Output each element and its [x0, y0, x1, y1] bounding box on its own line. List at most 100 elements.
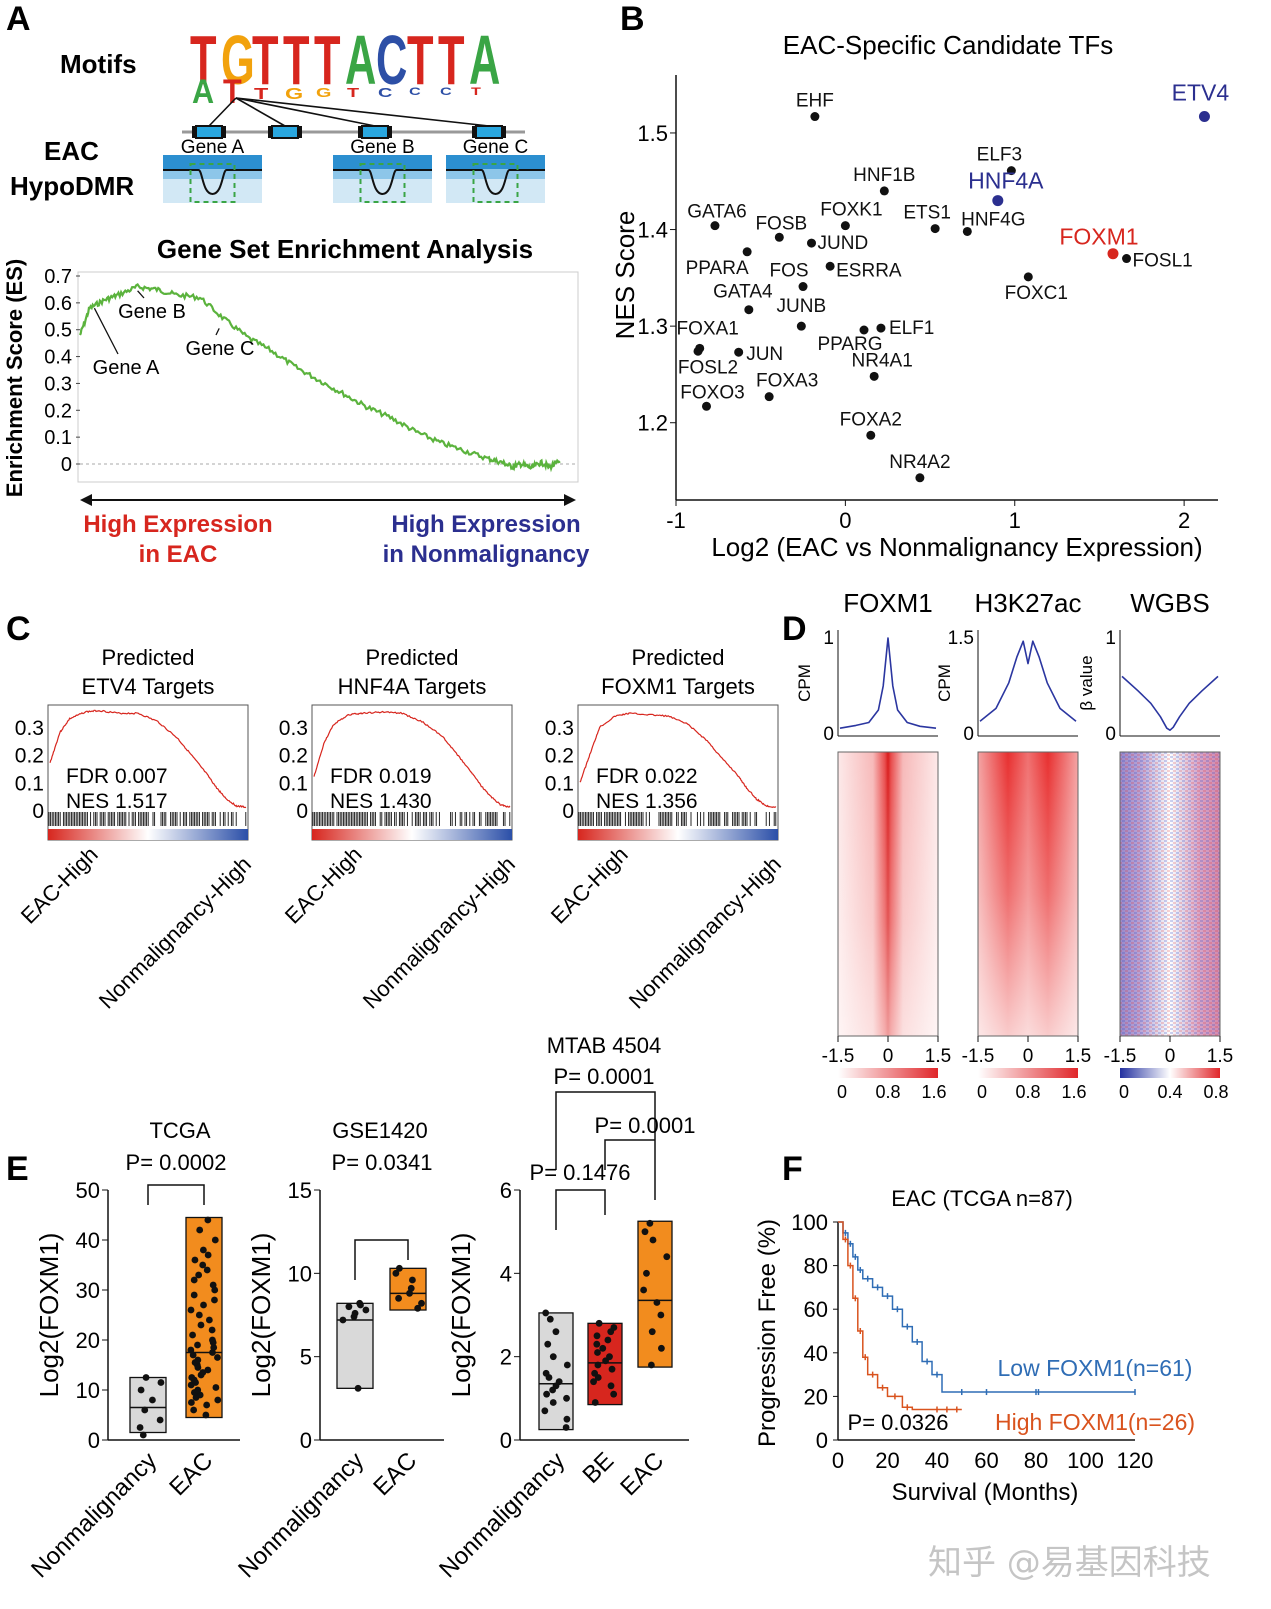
e-point: [208, 1326, 216, 1334]
e-point: [191, 1256, 199, 1264]
f-survival-curve: [838, 1221, 962, 1411]
f-xtick-label: 40: [925, 1448, 949, 1473]
high-expression-eac-label-2: in EAC: [139, 541, 218, 568]
d-scale-tick: 1.6: [1061, 1082, 1086, 1102]
d-xtick-label: 0: [1023, 1046, 1034, 1067]
e-title-tcga: TCGA: [149, 1118, 210, 1143]
scatter-ytick-label: 1.5: [637, 121, 668, 146]
e-point: [542, 1309, 550, 1317]
e-pvalue-mid: P= 0.0001: [595, 1113, 696, 1138]
e-point: [610, 1324, 618, 1331]
e-point: [204, 1251, 212, 1259]
scatter-xtick-label: 2: [1178, 508, 1190, 533]
e-point: [653, 1299, 661, 1306]
c-ytick-label: 0.3: [15, 717, 44, 740]
scatter-title: EAC-Specific Candidate TFs: [783, 30, 1113, 60]
scatter-point-foxc1: [1023, 272, 1033, 282]
e-point: [414, 1304, 422, 1312]
f-xlabel: Survival (Months): [892, 1479, 1079, 1506]
c-barcode: [48, 812, 247, 826]
c-nes-label: NES 1.517: [66, 790, 168, 813]
scatter-point-label: ETS1: [903, 203, 951, 224]
motif-letter-bottom: G: [316, 85, 331, 100]
e-ytick-label: 15: [288, 1178, 312, 1203]
d-ytick-bottom: 0: [823, 724, 834, 745]
d-heatmap-fade: [838, 752, 938, 1036]
d-profile-curve: [839, 637, 937, 729]
d-scale-tick: 0.8: [1203, 1082, 1228, 1102]
dmr-highlight-box: [472, 163, 519, 203]
dmr-track-top: [446, 155, 545, 169]
d-color-scale: [1120, 1068, 1220, 1078]
c-title-1: Predicted: [366, 645, 459, 670]
es-axis-label: Enrichment Score (ES): [2, 259, 27, 497]
e-point: [187, 1306, 195, 1314]
e-point: [189, 1331, 196, 1339]
gene-callout-label: Gene A: [93, 357, 160, 379]
panel-f: EAC (TCGA n=87) 0 20 40 60 80 100 0 20 40 60 80 100 1…: [754, 1186, 1195, 1506]
e-point: [591, 1369, 599, 1377]
gene-callout-line: [93, 307, 119, 355]
motif-letter-top: C: [376, 21, 407, 99]
es-ytick-label: 0.6: [44, 293, 72, 315]
e-point: [563, 1415, 571, 1423]
panel-letter-c: C: [6, 610, 31, 648]
d-ytick-bottom: 0: [963, 724, 974, 745]
e-point: [157, 1379, 165, 1386]
e-point: [552, 1328, 560, 1336]
f-ytick-label: 60: [804, 1297, 828, 1322]
scatter-point-label: ELF3: [977, 145, 1022, 166]
f-legend-low: Low FOXM1(n=61): [998, 1355, 1193, 1381]
c-ytick-label: 0.1: [545, 772, 574, 795]
e-point: [646, 1219, 654, 1227]
e-group-label: Nonmalignancy: [233, 1447, 369, 1583]
high-expression-nonmal-label: High Expression: [391, 511, 580, 538]
dmr-dip-curve: [333, 169, 432, 196]
gsea-title: Gene Set Enrichment Analysis: [157, 234, 533, 264]
motif-site-box: [271, 125, 299, 139]
e-point: [591, 1399, 599, 1406]
c-ytick-label: 0: [562, 800, 574, 823]
e-point: [543, 1390, 551, 1398]
d-ytick-bottom: 0: [1105, 724, 1116, 745]
motif-connector-lines: [208, 97, 490, 127]
e-point: [593, 1340, 601, 1348]
motif-site-edge: [502, 126, 506, 138]
e-ytick-label: 0: [88, 1428, 100, 1453]
motif-letter-top: A: [345, 21, 376, 99]
scatter-point-gata4: [744, 305, 754, 315]
d-xtick-label: -1.5: [822, 1046, 855, 1067]
d-xtick-label: -1.5: [1104, 1046, 1137, 1067]
dmr-dip-curve: [163, 169, 262, 196]
c-nes-label: NES 1.356: [596, 790, 698, 813]
f-ytick-label: 100: [791, 1210, 828, 1235]
e-point: [203, 1401, 211, 1409]
dmr-track-mid: [163, 169, 262, 179]
scatter-point-label: FOXA1: [677, 318, 739, 339]
scatter-point-pparg: [859, 325, 869, 335]
motif-letter-bottom: G: [285, 86, 303, 103]
e-point: [211, 1296, 218, 1304]
es-ytick-label: 0.7: [44, 266, 72, 288]
e-ytick-label: 6: [500, 1178, 512, 1203]
e-point: [203, 1266, 211, 1274]
e-bracket: [147, 1184, 205, 1205]
scatter-point-etv4: [1198, 111, 1210, 123]
c-xlabel-nonmal-high: Nonmalignancy-High: [94, 851, 256, 1013]
motif-letter-top: T: [283, 21, 310, 99]
e-group-label: Nonmalignancy: [26, 1447, 162, 1583]
motif-connector: [235, 97, 376, 127]
d-scale-tick: 0.8: [1015, 1082, 1040, 1102]
e-point: [350, 1313, 358, 1321]
f-xtick-label: 0: [832, 1448, 844, 1473]
motifs-label: Motifs: [60, 49, 137, 79]
e-ylabel: Log2(FOXM1): [246, 1233, 276, 1398]
scatter-point-label: HNF4A: [968, 168, 1044, 194]
scatter-ylabel: NES Score: [610, 211, 640, 340]
e-point: [648, 1328, 656, 1336]
e-point: [345, 1303, 353, 1311]
f-ytick-label: 0: [816, 1428, 828, 1453]
e-point: [139, 1431, 147, 1439]
